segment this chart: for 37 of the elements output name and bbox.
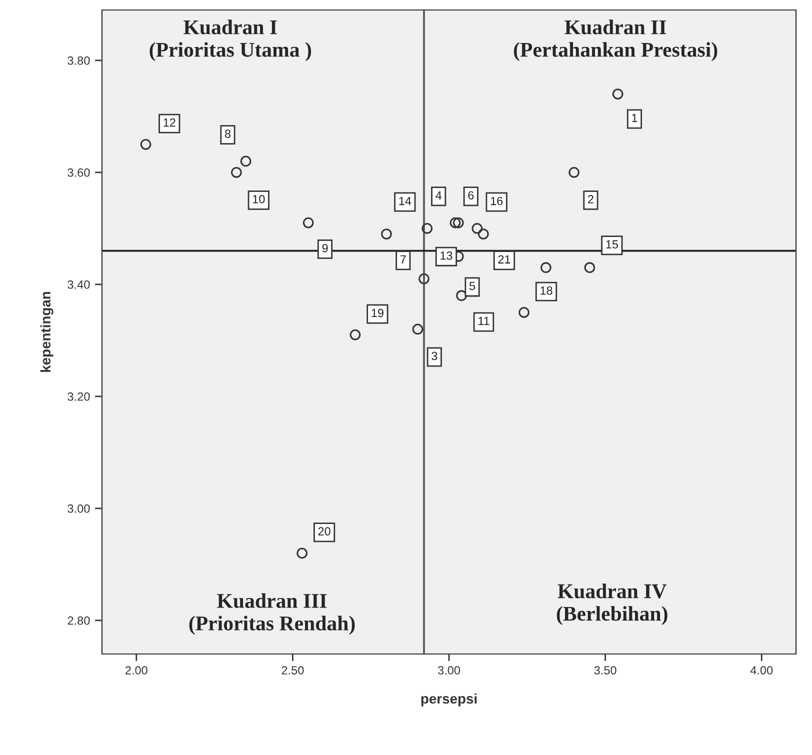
annotation: 11	[478, 316, 490, 326]
annotation: 7	[400, 255, 406, 264]
annotation: Kuadran II (Pertahankan Prestasi)	[514, 20, 718, 62]
y-tick-label: 2.80	[68, 616, 90, 625]
y-axis-title: kepentingan	[40, 292, 54, 372]
annotation: 19	[372, 308, 384, 318]
annotation: 5	[469, 282, 476, 290]
annotation: 8	[224, 130, 231, 138]
annotation: Kuadran I (Prioritas Utama )	[150, 20, 312, 62]
annotation: 20	[318, 527, 330, 536]
annotation: 21	[498, 255, 510, 264]
x-axis-title: persepsi	[421, 693, 477, 706]
annotation: 14	[399, 196, 412, 206]
annotation: Kuadran III (Prioritas Rendah)	[189, 593, 355, 635]
annotation: 12	[164, 118, 176, 127]
x-tick-label: 3.50	[594, 666, 616, 674]
annotation: 6	[468, 191, 474, 200]
x-tick-label: 3.00	[438, 666, 460, 674]
x-tick-label: 2.00	[125, 666, 148, 674]
y-tick-label: 3.00	[68, 504, 90, 513]
annotation: 2	[588, 194, 594, 204]
annotation: 18	[540, 286, 552, 295]
annotation: 10	[252, 194, 265, 204]
x-tick-label: 4.00	[750, 666, 773, 674]
y-tick-label: 3.40	[68, 280, 90, 289]
annotation: 13	[440, 251, 452, 260]
annotation: 9	[322, 244, 328, 252]
y-tick-label: 3.60	[68, 168, 90, 177]
y-tick-label: 3.20	[68, 392, 90, 401]
annotation: 15	[606, 240, 618, 249]
annotation: Kuadran IV (Berlebihan)	[556, 584, 668, 626]
y-tick-label: 3.80	[68, 56, 90, 65]
annotation: 3	[432, 352, 438, 360]
annotation: 4	[436, 191, 442, 200]
annotation: 16	[490, 196, 503, 206]
x-tick-label: 2.50	[282, 666, 304, 674]
annotation: 1	[632, 114, 638, 122]
